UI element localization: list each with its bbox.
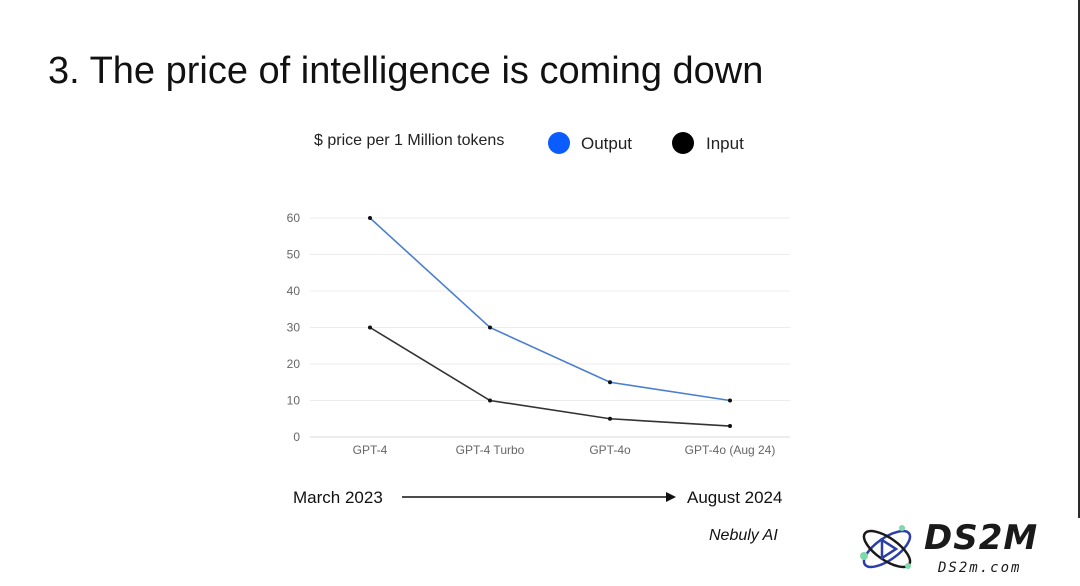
slide-edge	[1078, 0, 1080, 518]
x-tick-label: GPT-4o	[589, 443, 631, 457]
logo-url: DS2m.com	[938, 560, 1022, 576]
slide-title: 3. The price of intelligence is coming d…	[48, 50, 764, 92]
atom-logo-icon	[860, 525, 912, 569]
timeline-end: August 2024	[687, 488, 783, 507]
y-tick-label: 30	[287, 321, 301, 335]
x-tick-label: GPT-4	[353, 443, 388, 457]
series-line-output	[369, 217, 731, 402]
legend-label-input: Input	[706, 134, 744, 153]
y-tick-label: 10	[287, 394, 301, 408]
timeline-start: March 2023	[293, 488, 383, 507]
y-tick-label: 40	[287, 284, 301, 298]
y-tick-label: 0	[293, 430, 300, 444]
y-tick-label: 50	[287, 248, 301, 262]
brand-logo: DS2M DS2m.com	[852, 514, 1072, 584]
logo-wordmark: DS2M	[924, 518, 1039, 558]
y-tick-label: 60	[287, 211, 301, 225]
x-tick-label: GPT-4 Turbo	[456, 443, 525, 457]
y-tick-label: 20	[287, 357, 301, 371]
data-point-input	[368, 325, 372, 330]
legend-dot-output	[548, 132, 570, 154]
data-point-output	[488, 325, 492, 330]
chart-title: $ price per 1 Million tokens	[314, 132, 505, 149]
line-chart: 0 10 20 30 40 50 60 GPT-4 GPT-4 Turbo GPT-4o GPT-4…	[287, 211, 790, 457]
source-credit: Nebuly AI	[709, 527, 778, 544]
series-line-input	[369, 326, 731, 427]
data-point-output	[608, 380, 612, 385]
legend-dot-input	[672, 132, 694, 154]
data-point-output	[368, 216, 372, 220]
x-tick-label: GPT-4o (Aug 24)	[685, 443, 776, 457]
data-point-input	[728, 424, 732, 429]
timeline-arrow	[402, 492, 676, 502]
legend-label-output: Output	[581, 134, 633, 153]
data-point-output	[728, 398, 732, 403]
data-point-input	[608, 416, 612, 421]
data-point-input	[488, 398, 492, 403]
